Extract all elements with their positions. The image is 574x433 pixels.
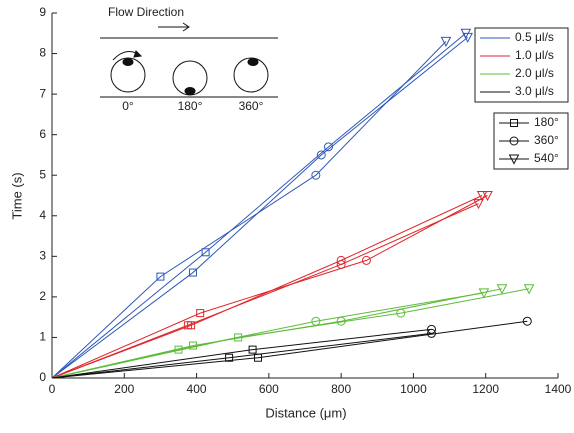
flow-arrow-head	[182, 22, 190, 32]
marker-circle	[323, 142, 333, 152]
y-tick-label: 2	[39, 289, 46, 303]
marker-square	[248, 345, 257, 354]
x-tick-label: 1400	[545, 382, 572, 396]
inset-diagram	[100, 22, 278, 98]
x-tick-label: 600	[259, 382, 279, 396]
marker-circle	[336, 255, 346, 265]
marker-triangle	[482, 191, 493, 202]
cell	[233, 57, 269, 93]
series-line	[51, 195, 488, 379]
x-tick-label: 1000	[400, 382, 427, 396]
marker-square	[225, 353, 234, 362]
inset-label: 0°	[122, 99, 134, 113]
series-line	[51, 36, 468, 379]
legend-box	[474, 27, 569, 103]
x-tick-label: 800	[331, 382, 351, 396]
marker-circle	[311, 170, 321, 180]
series-line	[51, 195, 483, 379]
legend-label: 1.0 μl/s	[515, 48, 554, 62]
legend-label: 0.5 μl/s	[515, 30, 554, 44]
y-tick-label: 9	[39, 5, 46, 19]
series-line	[51, 288, 530, 379]
marker-square	[234, 333, 243, 342]
series-line	[51, 203, 479, 379]
x-tick-label: 1200	[472, 382, 499, 396]
legend-label: 2.0 μl/s	[515, 66, 554, 80]
marker-circle	[316, 150, 326, 160]
x-tick-label: 400	[187, 382, 207, 396]
marker-circle	[522, 316, 532, 326]
marker-triangle	[523, 284, 535, 295]
y-tick-label: 4	[39, 208, 46, 222]
y-tick-label: 0	[39, 370, 46, 384]
legend-label: 360°	[534, 133, 559, 147]
marker-triangle	[460, 28, 472, 39]
marker-triangle	[508, 154, 520, 165]
marker-dot	[184, 87, 196, 95]
marker-square	[201, 248, 210, 257]
marker-circle	[427, 324, 436, 334]
x-tick-label: 0	[49, 382, 56, 396]
legend-label: 540°	[534, 151, 559, 165]
y-tick-label: 8	[39, 46, 46, 60]
legend-label: 3.0 μl/s	[515, 84, 554, 98]
marker-triangle	[473, 199, 484, 210]
marker-circle	[509, 136, 519, 146]
series-line	[51, 320, 528, 379]
marker-triangle	[440, 36, 452, 47]
marker-square	[156, 272, 165, 281]
y-axis-label: Time (s)	[9, 172, 24, 219]
y-tick-label: 1	[39, 330, 46, 344]
marker-circle	[396, 308, 406, 318]
y-tick-label: 6	[39, 127, 46, 141]
marker-dot	[247, 58, 259, 66]
series-line	[51, 328, 432, 379]
series-line	[51, 32, 467, 379]
marker-triangle	[496, 284, 508, 295]
inset-label: 360°	[239, 99, 264, 113]
marker-dot	[122, 58, 134, 66]
legend-label: 180°	[534, 115, 559, 129]
y-tick-label: 7	[39, 86, 46, 100]
series-line	[51, 332, 432, 379]
x-tick-label: 200	[114, 382, 134, 396]
marker-square	[188, 341, 197, 350]
marker-circle	[361, 255, 371, 265]
x-axis-label: Distance (μm)	[265, 405, 346, 420]
y-tick-label: 3	[39, 249, 46, 263]
marker-triangle	[476, 191, 488, 202]
marker-square	[196, 309, 205, 318]
inset-label: 180°	[178, 99, 203, 113]
y-tick-label: 5	[39, 167, 46, 181]
marker-square	[187, 321, 196, 330]
marker-square	[254, 353, 263, 362]
rotation-arrow-head	[133, 50, 143, 58]
inset-title: Flow Direction	[108, 5, 184, 19]
series-line	[51, 41, 447, 379]
marker-square	[510, 119, 518, 127]
marker-square	[188, 268, 197, 277]
